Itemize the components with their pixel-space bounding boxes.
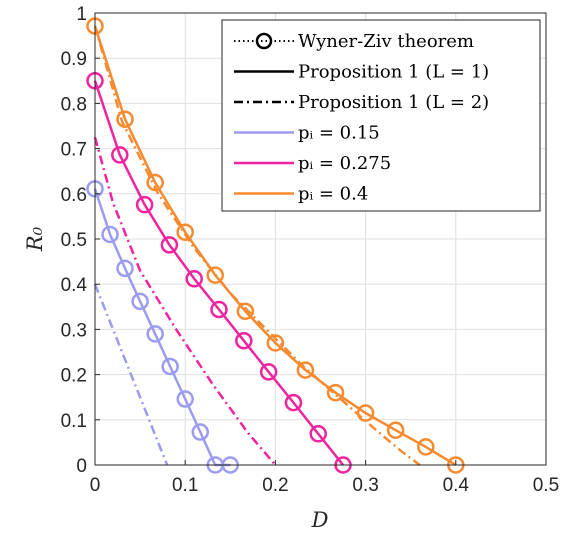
y-tick-label: 0.8	[61, 94, 87, 115]
wyner-ziv-marker	[236, 302, 255, 321]
legend-box	[221, 19, 541, 212]
legend-label: Proposition 1 (L = 1)	[298, 62, 489, 83]
legend-label: Proposition 1 (L = 2)	[298, 92, 489, 113]
y-tick-label: 0.9	[61, 49, 87, 70]
wyner-ziv-marker	[210, 300, 228, 319]
wyner-ziv-marker	[185, 270, 203, 288]
y-tick-label: 1	[76, 4, 87, 25]
legend: Wyner-Ziv theorem Proposition 1 (L = 1) Pr…	[221, 19, 541, 212]
wyner-ziv-marker	[160, 236, 179, 254]
y-tick-label: 0.4	[61, 275, 88, 296]
y-tick-label: 0.1	[61, 411, 87, 432]
wyner-ziv-marker	[309, 425, 327, 443]
y-tick-label: 0.3	[61, 320, 87, 341]
wyner-ziv-marker	[386, 421, 405, 439]
y-tick-label: 0.5	[61, 230, 87, 251]
wyner-ziv-marker	[259, 363, 278, 381]
wyner-ziv-marker	[131, 292, 149, 311]
x-tick-label: 0	[90, 475, 101, 496]
x-tick-label: 0.4	[443, 475, 470, 496]
y-tick-label: 0	[76, 456, 87, 477]
wyner-ziv-marker	[111, 146, 129, 164]
prop1-L2-line	[93, 136, 277, 466]
y-axis-label: R₀	[23, 226, 47, 252]
legend-label: Wyner-Ziv theorem	[298, 31, 474, 52]
prop1-L1-line	[93, 188, 231, 467]
legend-wyner-ziv-marker	[255, 32, 273, 50]
prop1-L2-line	[93, 25, 421, 466]
wyner-ziv-marker	[356, 404, 375, 422]
wyner-ziv-marker	[161, 357, 179, 376]
y-tick-label: 0.2	[61, 366, 87, 387]
series-layer	[86, 17, 465, 474]
x-tick-label: 0.1	[172, 475, 198, 496]
wyner-ziv-marker	[191, 423, 210, 441]
wyner-ziv-marker	[146, 325, 164, 343]
wyner-ziv-line	[94, 80, 344, 466]
tick-labels: 0 0.1 0.2 0.3 0.4 0.5 0 0.1 0.2 0.3 0.4 0.5 0.6 0.7 0.…	[61, 4, 560, 496]
wyner-ziv-line	[94, 25, 457, 466]
prop1-L2-line	[93, 283, 169, 466]
wyner-ziv-marker	[176, 390, 194, 408]
wyner-ziv-marker	[101, 225, 119, 244]
wyner-ziv-marker	[116, 259, 134, 278]
y-tick-label: 0.6	[61, 185, 87, 206]
x-axis-label: D	[311, 508, 329, 532]
legend-label: pᵢ = 0.4	[298, 184, 368, 205]
wyner-ziv-marker	[206, 266, 224, 284]
wyner-ziv-marker	[135, 195, 154, 214]
x-tick-label: 0.3	[352, 475, 378, 496]
wyner-ziv-marker	[284, 393, 303, 412]
wyner-ziv-marker	[176, 223, 194, 241]
wyner-ziv-marker	[116, 110, 134, 128]
wyner-ziv-marker	[235, 331, 253, 350]
x-tick-label: 0.2	[262, 475, 288, 496]
y-tick-label: 0.7	[61, 140, 87, 161]
legend-label: pᵢ = 0.15	[298, 123, 380, 144]
wyner-ziv-marker	[326, 383, 345, 402]
wyner-ziv-marker	[417, 438, 435, 456]
wyner-ziv-marker	[296, 361, 315, 379]
legend-label: pᵢ = 0.275	[298, 153, 391, 174]
wyner-ziv-marker	[266, 334, 285, 352]
x-tick-label: 0.5	[533, 475, 559, 496]
wyner-ziv-marker	[146, 173, 164, 192]
